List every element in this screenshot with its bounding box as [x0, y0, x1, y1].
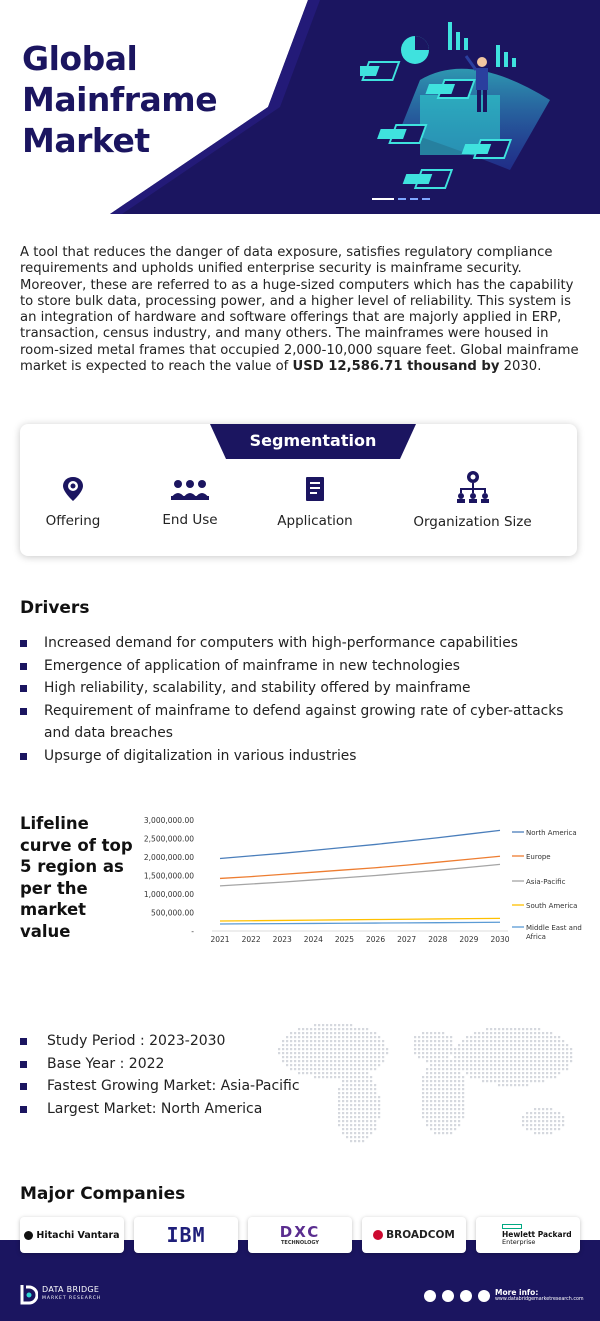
hpe-mark-icon — [502, 1224, 522, 1229]
series-line-0 — [219, 829, 501, 860]
x-tick-label: 2023 — [273, 935, 292, 944]
list-item: Upsurge of digitalization in various ind… — [20, 745, 580, 768]
company-logo-hpe: Hewlett Packard Enterprise — [476, 1217, 580, 1253]
y-tick-label: 1,500,000.00 — [144, 872, 194, 881]
x-tick-label: 2025 — [335, 935, 354, 944]
broadcom-mark-icon — [373, 1230, 384, 1240]
header-dashes — [372, 198, 430, 200]
instagram-icon[interactable] — [478, 1290, 490, 1302]
intro-paragraph: A tool that reduces the danger of data e… — [20, 245, 579, 375]
hitachi-mark-icon — [24, 1230, 34, 1240]
intro-highlight: USD 12,586.71 thousand by — [292, 359, 500, 375]
facebook-icon[interactable] — [442, 1290, 454, 1302]
x-tick-label: 2028 — [428, 935, 447, 944]
y-tick-label: - — [191, 927, 194, 936]
x-tick-label: 2021 — [210, 935, 229, 944]
series-line-1 — [219, 855, 501, 880]
org-chart-icon — [456, 471, 489, 503]
header-banner: Global Mainframe Market — [0, 0, 600, 214]
list-item: Study Period : 2023-2030 — [20, 1030, 340, 1053]
footer-more-info: More info: www.databridgemarketresearch.… — [495, 1288, 584, 1302]
y-tick-label: 2,500,000.00 — [144, 835, 194, 844]
lifeline-title: Lifeline curve of top 5 region as per th… — [20, 814, 133, 941]
footer — [0, 1240, 600, 1321]
y-tick-label: 500,000.00 — [151, 909, 194, 918]
companies-title: Major Companies — [20, 1184, 186, 1204]
list-item: Requirement of mainframe to defend again… — [20, 700, 580, 745]
social-links — [424, 1290, 490, 1302]
document-icon — [306, 477, 324, 501]
list-item: High reliability, scalability, and stabi… — [20, 677, 580, 700]
x-tick-label: 2022 — [242, 935, 261, 944]
whatsapp-icon[interactable] — [424, 1290, 436, 1302]
x-tick-label: 2027 — [397, 935, 416, 944]
twitter-icon[interactable] — [460, 1290, 472, 1302]
x-tick-label: 2024 — [304, 935, 323, 944]
y-tick-label: 1,000,000.00 — [144, 890, 194, 899]
segment-end-use: End Use — [160, 478, 220, 528]
legend-label: Europe — [526, 853, 551, 861]
footer-brand: DATA BRIDGE MARKET RESEARCH — [18, 1283, 101, 1305]
drivers-list: Increased demand for computers with high… — [20, 632, 580, 767]
legend-label: South America — [526, 902, 577, 910]
legend-label: Africa — [526, 933, 546, 941]
y-tick-label: 2,000,000.00 — [144, 853, 194, 862]
website-link[interactable]: www.databridgemarketresearch.com — [495, 1297, 584, 1302]
x-tick-label: 2029 — [459, 935, 478, 944]
legend-label: Middle East and — [526, 924, 582, 932]
segmentation-tab — [210, 424, 416, 459]
hand-gear-icon — [63, 477, 83, 501]
header-white-shape — [0, 0, 320, 214]
list-item: Increased demand for computers with high… — [20, 632, 580, 655]
page-title: Global Mainframe Market — [22, 39, 218, 160]
segment-application: Application — [270, 475, 360, 529]
series-line-4 — [219, 921, 501, 925]
segmentation-title: Segmentation — [249, 431, 377, 450]
series-line-2 — [219, 863, 501, 887]
list-item: Emergence of application of mainframe in… — [20, 655, 580, 678]
lifeline-chart: 3,000,000.00 2,500,000.00 2,000,000.00 1,50… — [144, 816, 582, 944]
y-tick-label: 3,000,000.00 — [144, 816, 194, 825]
segment-offering: Offering — [38, 475, 108, 529]
company-logo-dxc: DXC TECHNOLOGY — [248, 1217, 352, 1253]
list-item: Fastest Growing Market: Asia-Pacific — [20, 1075, 340, 1098]
company-logo-broadcom: BROADCOM — [362, 1217, 466, 1253]
brand-logo-icon — [20, 1285, 38, 1305]
company-logo-hitachi: Hitachi Vantara — [20, 1217, 124, 1253]
company-logo-ibm: IBM — [134, 1217, 238, 1253]
x-tick-label: 2026 — [366, 935, 385, 944]
users-group-icon — [171, 480, 209, 500]
series-line-3 — [219, 917, 501, 922]
segment-organization-size: Organization Size — [410, 470, 535, 530]
list-item: Largest Market: North America — [20, 1098, 340, 1121]
drivers-title: Drivers — [20, 598, 90, 618]
legend-label: North America — [526, 829, 577, 837]
x-tick-label: 2030 — [490, 935, 509, 944]
world-map-graphic — [278, 1024, 573, 1143]
stats-list: Study Period : 2023-2030 Base Year : 202… — [20, 1030, 340, 1120]
computer-illustration — [360, 22, 550, 189]
list-item: Base Year : 2022 — [20, 1053, 340, 1076]
legend-label: Asia-Pacific — [526, 878, 566, 886]
